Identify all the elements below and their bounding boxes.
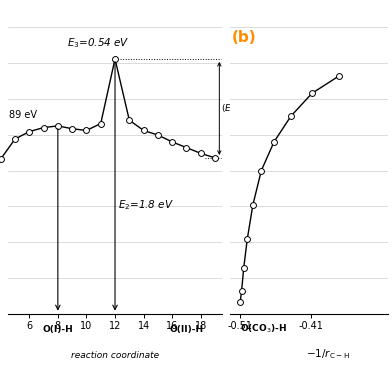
Text: $(E_3)$: $(E_3)$: [221, 102, 240, 115]
Text: (b): (b): [232, 30, 256, 45]
Point: [112, 56, 118, 62]
Point: [271, 139, 277, 145]
Point: [69, 125, 75, 132]
Point: [241, 265, 247, 271]
Point: [198, 150, 204, 156]
Point: [12, 136, 18, 142]
Text: reaction coordinate: reaction coordinate: [71, 351, 159, 360]
Point: [237, 299, 243, 305]
Point: [126, 117, 132, 123]
Point: [288, 113, 294, 119]
Point: [83, 127, 89, 134]
Text: O(I)-H: O(I)-H: [42, 325, 73, 334]
Text: $E_3$=0.54 eV: $E_3$=0.54 eV: [67, 36, 129, 49]
Point: [183, 145, 190, 151]
Text: O(II)-H: O(II)-H: [169, 325, 203, 334]
Point: [238, 288, 245, 294]
Point: [26, 129, 33, 135]
Point: [55, 123, 61, 129]
Point: [40, 125, 47, 131]
Point: [250, 202, 256, 208]
Point: [169, 139, 175, 145]
Point: [212, 155, 218, 161]
Text: 89 eV: 89 eV: [9, 110, 37, 120]
Point: [309, 90, 315, 96]
Point: [140, 127, 147, 134]
Text: O(CO$_3$)-H: O(CO$_3$)-H: [240, 323, 287, 336]
Point: [0, 156, 4, 162]
Text: $-1/r_{\mathrm{C-H}}$: $-1/r_{\mathrm{C-H}}$: [306, 348, 350, 361]
Point: [98, 120, 104, 127]
Point: [258, 167, 265, 174]
Point: [336, 73, 342, 79]
Text: $E_2$=1.8 eV: $E_2$=1.8 eV: [118, 198, 174, 212]
Point: [155, 132, 161, 138]
Point: [244, 236, 250, 242]
